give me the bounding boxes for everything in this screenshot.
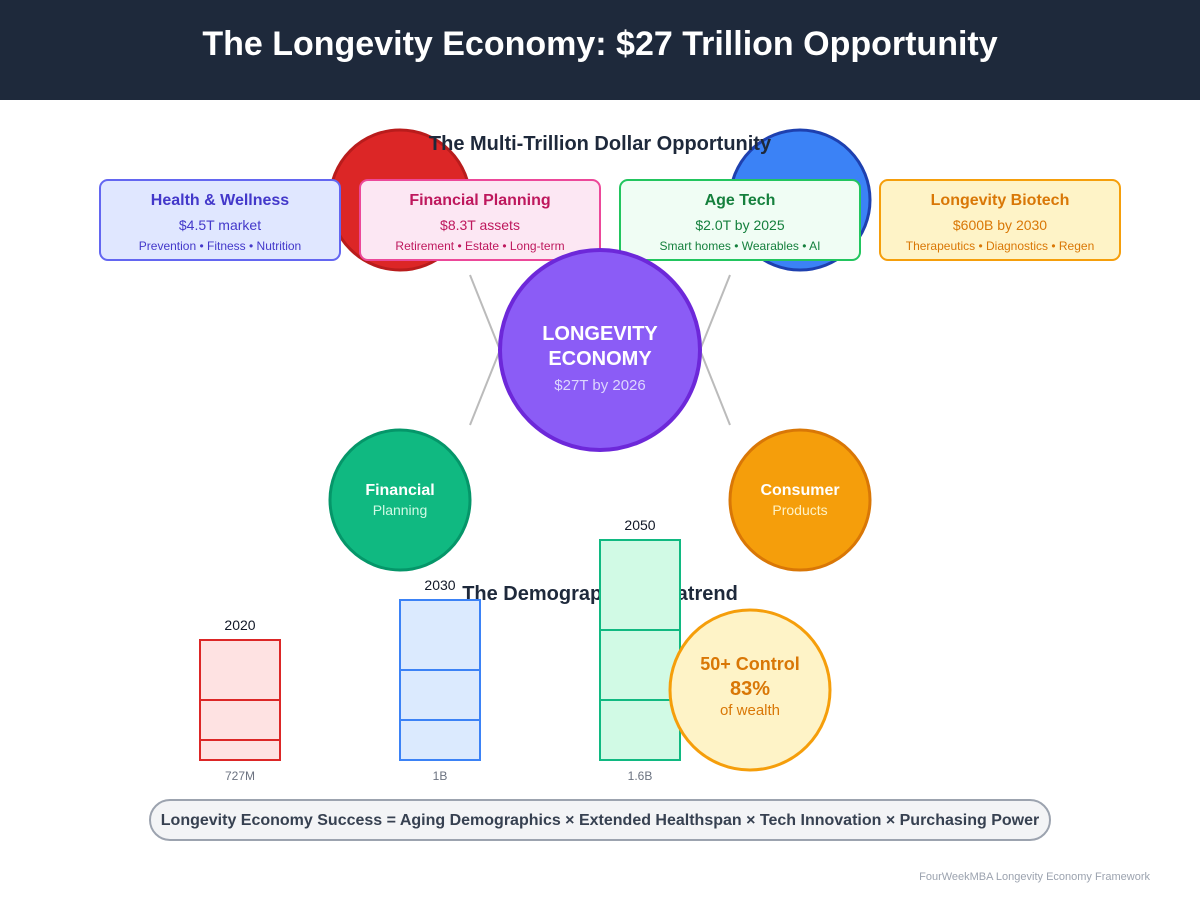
card-title: Age Tech: [705, 192, 776, 209]
card-value: $4.5T market: [179, 217, 261, 233]
bar-label: 727M: [225, 769, 255, 783]
card-title: Health & Wellness: [151, 192, 290, 209]
card: Financial Planning $8.3T assets Retireme…: [359, 179, 601, 261]
wealth-circle: [668, 608, 832, 772]
satellite-circle: [328, 428, 472, 572]
satellite-subtitle: Products: [772, 502, 827, 518]
card-value: $600B by 2030: [953, 217, 1047, 233]
center-circle: [498, 248, 702, 452]
card-tags: Smart homes • Wearables • AI: [660, 239, 821, 253]
bar-label: 1.6B: [628, 769, 653, 783]
connector: [469, 274, 501, 351]
header-title: The Longevity Economy: $27 Trillion Oppo…: [202, 25, 997, 63]
card-value: $2.0T by 2025: [695, 217, 784, 233]
connectors: [469, 274, 731, 426]
bar: [599, 539, 681, 761]
card-tags: Prevention • Fitness • Nutrition: [139, 239, 301, 253]
card-title: Longevity Biotech: [931, 192, 1070, 209]
wealth-subtitle: of wealth: [720, 702, 780, 719]
card-box: [619, 179, 861, 261]
connector: [699, 349, 731, 426]
satellite-title: Consumer: [760, 482, 839, 499]
bar-group: 2030 1B: [399, 577, 481, 783]
bar-group: 2050 1.6B: [599, 517, 681, 783]
satellite-circle: [728, 428, 872, 572]
bar-group: 2020 727M: [199, 617, 281, 783]
bar-label: 1B: [433, 769, 448, 783]
section-title: The Multi-Trillion Dollar Opportunity: [429, 133, 772, 155]
card-box: [99, 179, 341, 261]
card: Age Tech $2.0T by 2025 Smart homes • Wea…: [619, 179, 861, 261]
card: Longevity Biotech $600B by 2030 Therapeu…: [879, 179, 1121, 261]
connector: [469, 349, 501, 426]
satellite-title: Financial: [365, 482, 434, 499]
bar-year: 2030: [424, 577, 455, 593]
card: Health & Wellness $4.5T market Preventio…: [99, 179, 341, 261]
connector: [699, 274, 731, 351]
card-box: [879, 179, 1121, 261]
card-tags: Therapeutics • Diagnostics • Regen: [906, 239, 1095, 253]
footer: FourWeekMBA Longevity Economy Framework: [919, 871, 1150, 883]
satellite-subtitle: Planning: [373, 502, 428, 518]
wealth-title: 50+ Control: [700, 654, 800, 674]
header-bar: [0, 0, 1200, 100]
card-title: Financial Planning: [409, 192, 550, 209]
bar-year: 2020: [224, 617, 255, 633]
formula-box: [149, 799, 1051, 841]
bar-year: 2050: [624, 517, 655, 533]
center-label: LONGEVITY: [542, 323, 658, 345]
formula: Longevity Economy Success = Aging Demogr…: [161, 812, 1039, 829]
card-box: [359, 179, 601, 261]
card-tags: Retirement • Estate • Long-term: [395, 239, 564, 253]
card-value: $8.3T assets: [440, 217, 520, 233]
wealth-value: 83%: [730, 678, 770, 700]
bar: [399, 599, 481, 761]
center-value: $27T by 2026: [554, 377, 645, 394]
center-label: ECONOMY: [548, 348, 652, 370]
